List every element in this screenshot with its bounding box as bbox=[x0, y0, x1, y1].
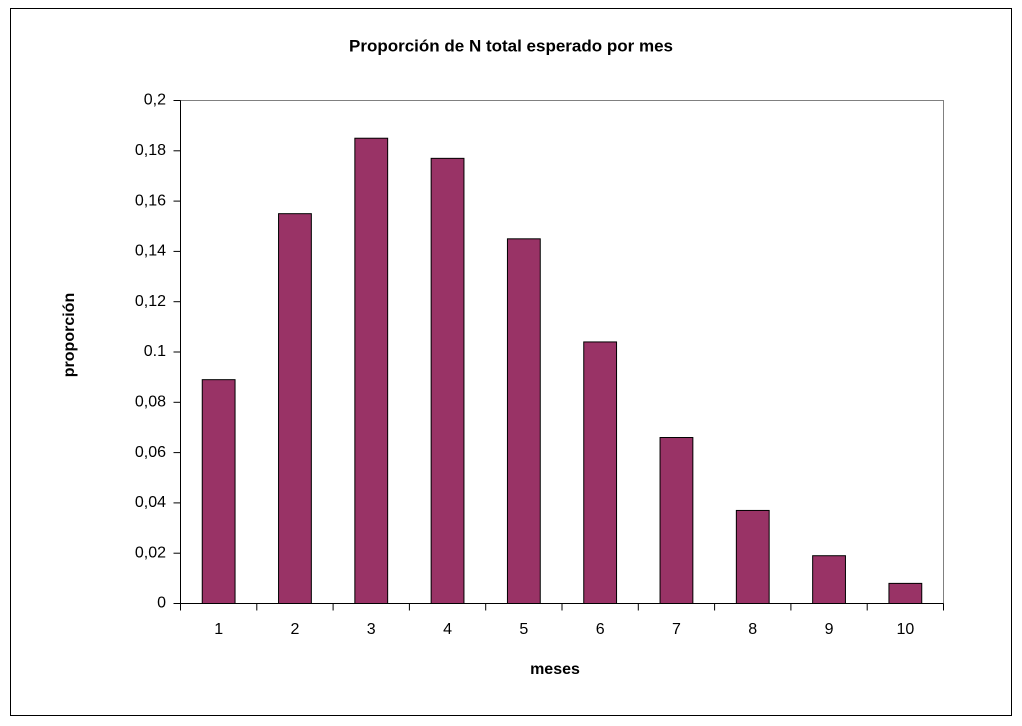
y-tick-label: 0,04 bbox=[135, 494, 166, 511]
bar bbox=[354, 137, 389, 604]
y-axis-label: proporción bbox=[61, 293, 78, 377]
y-tick-label: 0,12 bbox=[135, 293, 166, 310]
bar bbox=[812, 555, 846, 605]
x-tick-label: 3 bbox=[367, 621, 376, 638]
y-tick-label: 0,06 bbox=[135, 444, 166, 461]
x-tick-label: 1 bbox=[214, 621, 223, 638]
bar bbox=[506, 238, 541, 604]
y-tick-label: 0.1 bbox=[144, 343, 166, 360]
y-tick-label: 0,16 bbox=[135, 192, 166, 209]
chart-title: Proporción de N total esperado por mes bbox=[349, 36, 673, 55]
y-tick-label: 0,2 bbox=[144, 92, 166, 109]
x-tick-label: 4 bbox=[443, 621, 452, 638]
bar bbox=[888, 582, 923, 605]
bar bbox=[278, 213, 312, 605]
y-tick-label: 0,02 bbox=[135, 544, 166, 561]
x-tick-label: 8 bbox=[748, 621, 757, 638]
x-tick-label: 2 bbox=[290, 621, 299, 638]
x-axis-label: meses bbox=[530, 661, 580, 678]
x-tick-label: 10 bbox=[896, 621, 914, 638]
y-tick-label: 0,14 bbox=[135, 243, 166, 260]
bar bbox=[201, 379, 236, 605]
bar bbox=[735, 509, 770, 605]
y-tick-label: 0,08 bbox=[135, 394, 166, 411]
x-tick-label: 5 bbox=[519, 621, 528, 638]
bar bbox=[659, 437, 694, 605]
x-tick-label: 9 bbox=[825, 621, 834, 638]
x-tick-label: 6 bbox=[596, 621, 605, 638]
y-tick-label: 0 bbox=[157, 595, 166, 612]
y-tick-label: 0,18 bbox=[135, 142, 166, 159]
x-tick-label: 7 bbox=[672, 621, 681, 638]
bar bbox=[583, 341, 618, 604]
bar bbox=[430, 157, 465, 604]
